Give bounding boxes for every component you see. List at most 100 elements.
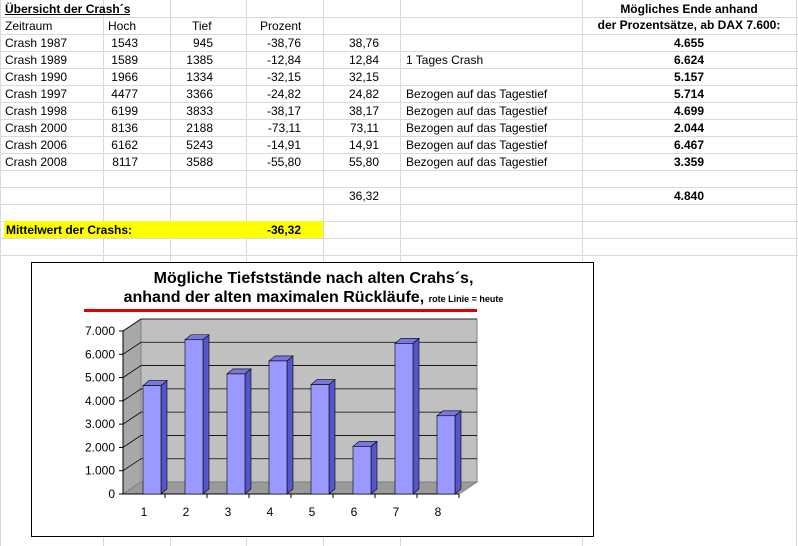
row-prozent-cell[interactable]: -32,15: [266, 70, 301, 84]
gridline: [0, 17, 798, 18]
row-hoch-cell[interactable]: 1589: [111, 53, 138, 67]
row-hoch-cell[interactable]: 1543: [111, 36, 138, 50]
row-prozent-cell[interactable]: -12,84: [266, 53, 301, 67]
row-prozent-cell[interactable]: -38,17: [266, 104, 301, 118]
row-ende-cell[interactable]: 5.157: [673, 70, 705, 84]
row-name-cell[interactable]: Crash 1990: [5, 70, 68, 84]
row-name-cell[interactable]: Crash 2000: [5, 121, 68, 135]
row-hoch-cell[interactable]: 1966: [111, 70, 138, 84]
column-header-zeitraum[interactable]: Zeitraum: [5, 19, 53, 33]
gridline: [0, 153, 798, 154]
y-tick-label: 4.000: [85, 394, 115, 408]
row-prozent-cell[interactable]: -55,80: [266, 155, 301, 169]
row-ende-cell[interactable]: 2.044: [673, 121, 705, 135]
bar-side: [370, 440, 378, 495]
bar-side: [202, 334, 210, 495]
row-abs-cell[interactable]: 55,80: [348, 155, 379, 169]
bar-chart: 7.000 6.000 5.000 4.000 3.000 2.000 1.000 0 1 2 3 4…: [85, 318, 479, 519]
mittelwert-label[interactable]: Mittelwert der Crashs:: [6, 223, 133, 237]
bar-side: [454, 410, 462, 495]
y-tick-label: 7.000: [85, 324, 115, 338]
right-title-line1[interactable]: Mögliches Ende anhand: [620, 2, 758, 16]
row-prozent-cell[interactable]: -24,82: [266, 87, 301, 101]
row-ende-cell[interactable]: 3.359: [673, 155, 705, 169]
gridline: [0, 34, 798, 35]
row-note-cell[interactable]: Bezogen auf das Tagestief: [406, 138, 548, 152]
row-ende-cell[interactable]: 6.624: [673, 53, 705, 67]
row-note-cell[interactable]: [406, 69, 582, 85]
column-header-tief[interactable]: Tief: [192, 19, 212, 33]
row-abs-cell[interactable]: 73,11: [349, 121, 379, 135]
overview-title[interactable]: Übersicht der Crash´s: [5, 2, 131, 16]
row-abs-cell[interactable]: 12,84: [348, 53, 379, 67]
gridline: [0, 221, 798, 222]
row-hoch-cell[interactable]: 8117: [112, 155, 138, 169]
gridline: [796, 0, 797, 546]
row-ende-cell[interactable]: 4.699: [673, 104, 705, 118]
row-prozent-cell[interactable]: -14,91: [266, 138, 301, 152]
row-name-cell[interactable]: Crash 1989: [5, 53, 68, 67]
y-tick-label: 5.000: [85, 371, 115, 385]
row-tief-cell[interactable]: 2188: [186, 121, 213, 135]
row-name-cell[interactable]: Crash 1997: [5, 87, 68, 101]
row-name-cell[interactable]: Crash 1998: [5, 104, 68, 118]
row-abs-cell[interactable]: 38,17: [348, 104, 379, 118]
x-tick-label: 2: [183, 505, 190, 519]
gridline: [0, 136, 798, 137]
row-note-cell[interactable]: Bezogen auf das Tagestief: [406, 155, 548, 169]
row-tief-cell[interactable]: 3588: [186, 155, 213, 169]
column-header-prozent[interactable]: Prozent: [260, 19, 302, 33]
row-hoch-cell[interactable]: 6162: [111, 138, 138, 152]
mittelwert-value[interactable]: -36,32: [266, 223, 301, 237]
row-abs-cell[interactable]: 24,82: [348, 87, 379, 101]
row-name-cell[interactable]: Crash 1987: [5, 36, 68, 50]
row-hoch-cell[interactable]: 6199: [111, 104, 138, 118]
column-header-hoch[interactable]: Hoch: [108, 19, 137, 33]
x-tick-label: 7: [393, 505, 400, 519]
bar: [142, 385, 162, 495]
row-abs-cell[interactable]: 38,76: [348, 36, 379, 50]
y-tick-label: 0: [108, 487, 115, 501]
chart-title-note: rote Linie = heute: [428, 294, 504, 304]
row-name-cell[interactable]: Crash 2006: [5, 138, 68, 152]
bar: [226, 373, 246, 495]
y-tick-label: 3.000: [85, 417, 115, 431]
bar-side: [160, 379, 168, 495]
row-hoch-cell[interactable]: 8136: [111, 121, 138, 135]
row-tief-cell[interactable]: 945: [192, 36, 213, 50]
row-ende-cell[interactable]: 4.655: [673, 36, 705, 50]
bar: [184, 339, 204, 495]
row-hoch-cell[interactable]: 4477: [111, 87, 138, 101]
abs-mean-cell[interactable]: 36,32: [348, 189, 379, 203]
row-note-cell[interactable]: [406, 35, 582, 51]
row-prozent-cell[interactable]: -73,11: [267, 121, 301, 135]
row-ende-cell[interactable]: 5.714: [673, 87, 705, 101]
chart-object[interactable]: Mögliche Tiefststände nach alten Crahs´s…: [31, 262, 594, 537]
row-prozent-cell[interactable]: -38,76: [266, 36, 301, 50]
gridline: [0, 204, 798, 205]
right-title-line2[interactable]: der Prozentsätze, ab DAX 7.600:: [597, 18, 781, 32]
x-tick-label: 6: [351, 505, 358, 519]
ende-mean-cell[interactable]: 4.840: [673, 189, 705, 203]
row-note-cell[interactable]: 1 Tages Crash: [406, 53, 484, 67]
gridline: [0, 102, 798, 103]
row-tief-cell[interactable]: 1385: [186, 53, 213, 67]
plot-side-wall: [122, 318, 142, 495]
row-note-cell[interactable]: Bezogen auf das Tagestief: [406, 121, 548, 135]
row-abs-cell[interactable]: 14,91: [348, 138, 379, 152]
row-tief-cell[interactable]: 5243: [186, 138, 213, 152]
row-ende-cell[interactable]: 6.467: [673, 138, 705, 152]
row-note-cell[interactable]: Bezogen auf das Tagestief: [406, 104, 548, 118]
mittelwert-highlight: [4, 221, 323, 238]
row-tief-cell[interactable]: 3833: [186, 104, 213, 118]
row-note-cell[interactable]: Bezogen auf das Tagestief: [406, 87, 548, 101]
row-tief-cell[interactable]: 1334: [186, 70, 213, 84]
row-tief-cell[interactable]: 3366: [186, 87, 213, 101]
gridline-y: [122, 365, 477, 378]
row-name-cell[interactable]: Crash 2008: [5, 155, 68, 169]
x-tick-label: 1: [141, 505, 148, 519]
bar: [268, 360, 288, 495]
red-line-heute: [84, 309, 477, 312]
gridline-y: [122, 435, 477, 448]
row-abs-cell[interactable]: 32,15: [348, 70, 379, 84]
